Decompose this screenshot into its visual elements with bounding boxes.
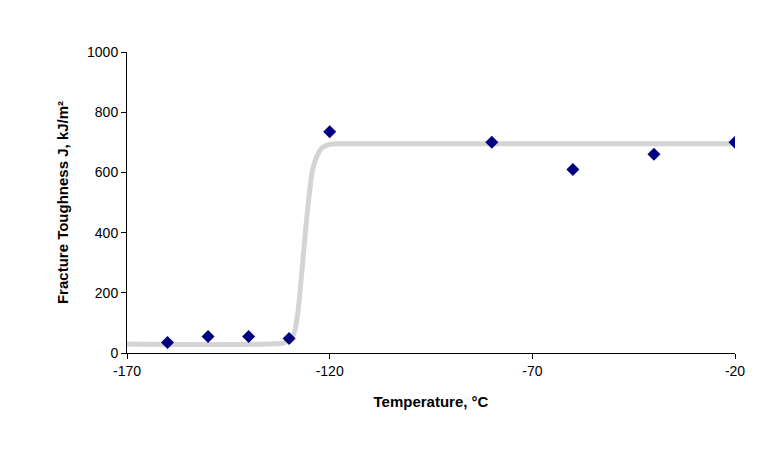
svg-text:0: 0 [110, 345, 118, 361]
svg-text:400: 400 [95, 225, 119, 241]
svg-text:600: 600 [95, 164, 119, 180]
svg-text:-170: -170 [113, 363, 141, 379]
svg-text:800: 800 [95, 104, 119, 120]
svg-text:-20: -20 [725, 363, 745, 379]
svg-text:Temperature, °C: Temperature, °C [374, 393, 489, 410]
svg-text:-70: -70 [522, 363, 542, 379]
svg-text:-120: -120 [316, 363, 344, 379]
svg-text:200: 200 [95, 285, 119, 301]
svg-text:Fracture Toughness J, kJ/m²: Fracture Toughness J, kJ/m² [54, 101, 71, 304]
svg-text:1000: 1000 [87, 44, 118, 60]
